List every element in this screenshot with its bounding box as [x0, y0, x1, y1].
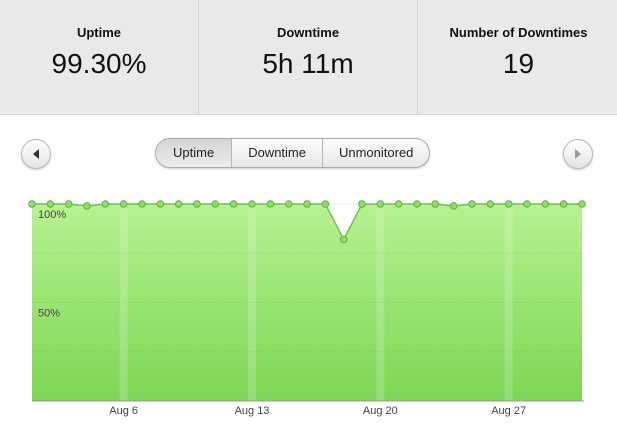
point [339, 235, 348, 244]
stat-label: Uptime [76, 25, 122, 40]
x-tick-label: Aug 6 [109, 405, 138, 417]
point [156, 200, 165, 208]
point [119, 200, 128, 208]
tab-group: Uptime Downtime Unmonitored [155, 138, 431, 168]
point [523, 200, 531, 208]
area [32, 204, 582, 401]
point [64, 200, 73, 208]
x-tick-label: Aug 20 [363, 405, 398, 417]
stat: Uptime 99.30% [0, 0, 198, 114]
stats-bar: Uptime 99.30% Downtime 5h 11m Number of Down… [0, 0, 617, 115]
point [394, 200, 403, 208]
point [541, 200, 550, 208]
x-tick-label: Aug 27 [491, 405, 526, 417]
point [229, 200, 238, 208]
arrow-icon [575, 149, 581, 159]
point [46, 200, 55, 208]
prev-button[interactable] [21, 139, 51, 169]
point [578, 200, 586, 208]
tab[interactable]: Uptime [156, 139, 232, 167]
point [504, 200, 513, 208]
y-tick-label: 50% [38, 307, 60, 319]
stat-value: 19 [502, 48, 535, 79]
point [28, 200, 36, 208]
point [468, 200, 476, 208]
stat-label: Number of Downtimes [449, 25, 588, 40]
point [138, 200, 146, 208]
point [358, 200, 366, 208]
stat-label: Downtime [276, 25, 340, 40]
arrow-icon [33, 149, 39, 159]
point [266, 200, 275, 208]
x-tick-label: Aug 13 [235, 405, 270, 417]
point [248, 200, 256, 208]
point [321, 200, 330, 208]
point [431, 200, 440, 208]
y-tick-label: 100% [38, 209, 66, 221]
point [559, 200, 568, 208]
stat: Downtime 5h 11m [198, 0, 417, 114]
stat: Number of Downtimes 19 [417, 0, 617, 114]
tab[interactable]: Unmonitored [321, 139, 429, 167]
point [284, 200, 293, 208]
point [376, 200, 385, 208]
next-button[interactable] [563, 139, 593, 169]
point [486, 200, 495, 208]
point [83, 202, 91, 210]
point [303, 200, 311, 208]
stat-value: 5h 11m [262, 48, 354, 79]
point [193, 200, 201, 208]
point [211, 200, 220, 208]
stat-value: 99.30% [51, 48, 147, 79]
tab[interactable]: Downtime [231, 139, 322, 167]
point [174, 200, 183, 208]
point [449, 202, 458, 210]
point [101, 200, 110, 208]
point [413, 200, 421, 208]
